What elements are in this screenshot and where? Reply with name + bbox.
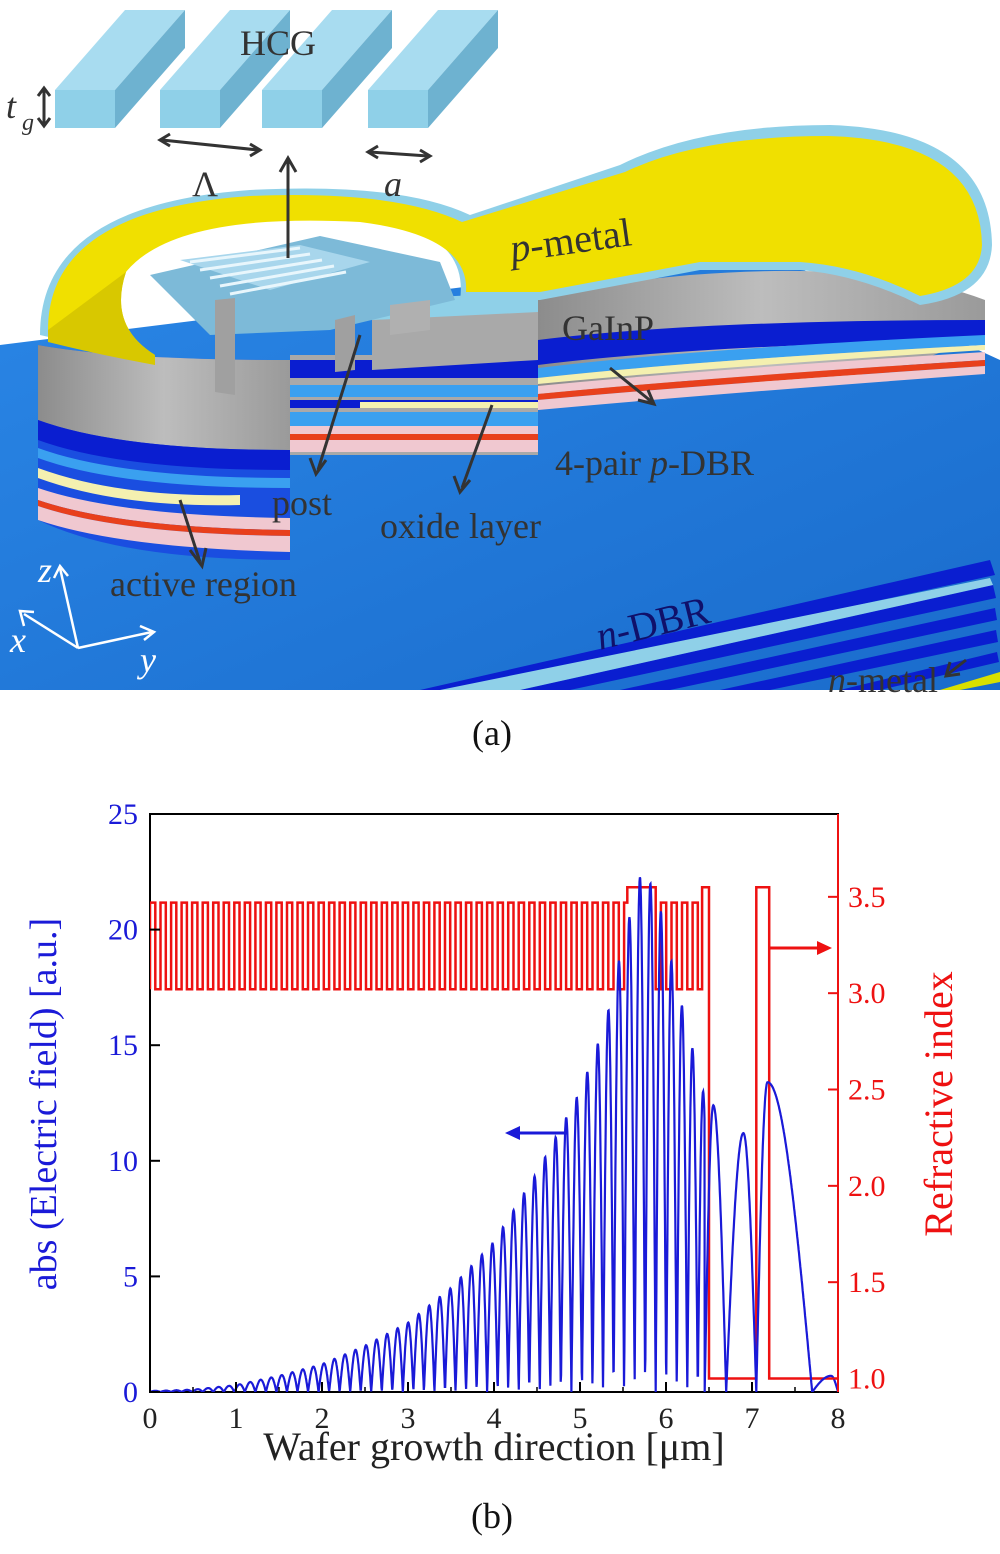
plot-frame bbox=[149, 813, 839, 1393]
x-tick-label: 3 bbox=[401, 1402, 416, 1435]
axis-label-z: z bbox=[37, 550, 52, 590]
y-right-tick-label: 3.0 bbox=[848, 977, 886, 1010]
series-pointer-arrows bbox=[505, 941, 832, 1140]
label-oxide: oxide layer bbox=[380, 506, 541, 546]
y-left-tick-label: 5 bbox=[123, 1260, 138, 1293]
panel-a-schematic: HCG t g Λ a p-metal GaInP 4-pair p-DBR p… bbox=[0, 10, 1000, 700]
y-right-tick-label: 1.0 bbox=[848, 1363, 886, 1396]
x-tick-label: 2 bbox=[315, 1402, 330, 1435]
chart-axes: 0 1 2 3 4 5 6 7 8 0 5 10 15 20 25 1.0 1.5 2.0 2.5 3.0 3.5 bbox=[108, 798, 886, 1435]
mesa-left bbox=[38, 345, 290, 560]
y-left-tick-label: 10 bbox=[108, 1145, 138, 1178]
y-right-tick-label: 2.5 bbox=[848, 1074, 886, 1107]
panel-b-chart: 0 1 2 3 4 5 6 7 8 0 5 10 15 20 25 1.0 1.5 2.0 2.5 3.0 3.5 Wa… bbox=[23, 798, 961, 1469]
x-axis-label: Wafer growth direction [μm] bbox=[263, 1424, 724, 1469]
chart-series-layer bbox=[150, 877, 838, 1392]
x-tick-label: 7 bbox=[745, 1402, 760, 1435]
y-left-tick-label: 15 bbox=[108, 1029, 138, 1062]
series-electric-field bbox=[150, 877, 838, 1392]
label-hcg: HCG bbox=[240, 23, 316, 63]
caption-a: (a) bbox=[472, 713, 512, 753]
y-right-tick-label: 3.5 bbox=[848, 881, 886, 914]
hcg-membrane bbox=[150, 236, 455, 395]
label-tg: t bbox=[6, 86, 17, 126]
label-p-dbr: 4-pair p-DBR bbox=[555, 443, 754, 483]
y-left-axis-label: abs (Electric field) [a.u.] bbox=[23, 918, 65, 1290]
y-left-tick-label: 25 bbox=[108, 798, 138, 831]
x-tick-label: 0 bbox=[143, 1402, 158, 1435]
y-right-axis-label: Refractive index bbox=[916, 971, 961, 1236]
y-left-tick-label: 0 bbox=[123, 1376, 138, 1409]
label-post: post bbox=[272, 483, 332, 523]
label-width: a bbox=[384, 164, 402, 204]
axis-label-x: x bbox=[9, 620, 26, 660]
axis-label-y: y bbox=[137, 640, 156, 680]
y-left-tick-label: 20 bbox=[108, 914, 138, 947]
x-tick-label: 4 bbox=[487, 1402, 502, 1435]
caption-b: (b) bbox=[471, 1496, 513, 1536]
label-n-metal: n-metal bbox=[828, 660, 938, 700]
y-right-tick-label: 2.0 bbox=[848, 1170, 886, 1203]
x-tick-label: 5 bbox=[573, 1402, 588, 1435]
label-tg-sub: g bbox=[22, 110, 34, 136]
x-tick-label: 8 bbox=[831, 1402, 846, 1435]
n-dbr-stripes bbox=[420, 560, 1000, 690]
x-tick-label: 6 bbox=[659, 1402, 674, 1435]
y-right-tick-label: 1.5 bbox=[848, 1266, 886, 1299]
coordinate-axes bbox=[18, 563, 157, 650]
label-active: active region bbox=[110, 564, 297, 604]
annotation-arrows bbox=[36, 85, 967, 678]
series-refractive-index bbox=[150, 885, 838, 1380]
x-tick-label: 1 bbox=[229, 1402, 244, 1435]
label-gainp: GaInP bbox=[562, 308, 654, 348]
hcg-bars bbox=[55, 10, 498, 128]
label-period: Λ bbox=[192, 164, 218, 204]
p-metal-contact bbox=[40, 125, 992, 365]
